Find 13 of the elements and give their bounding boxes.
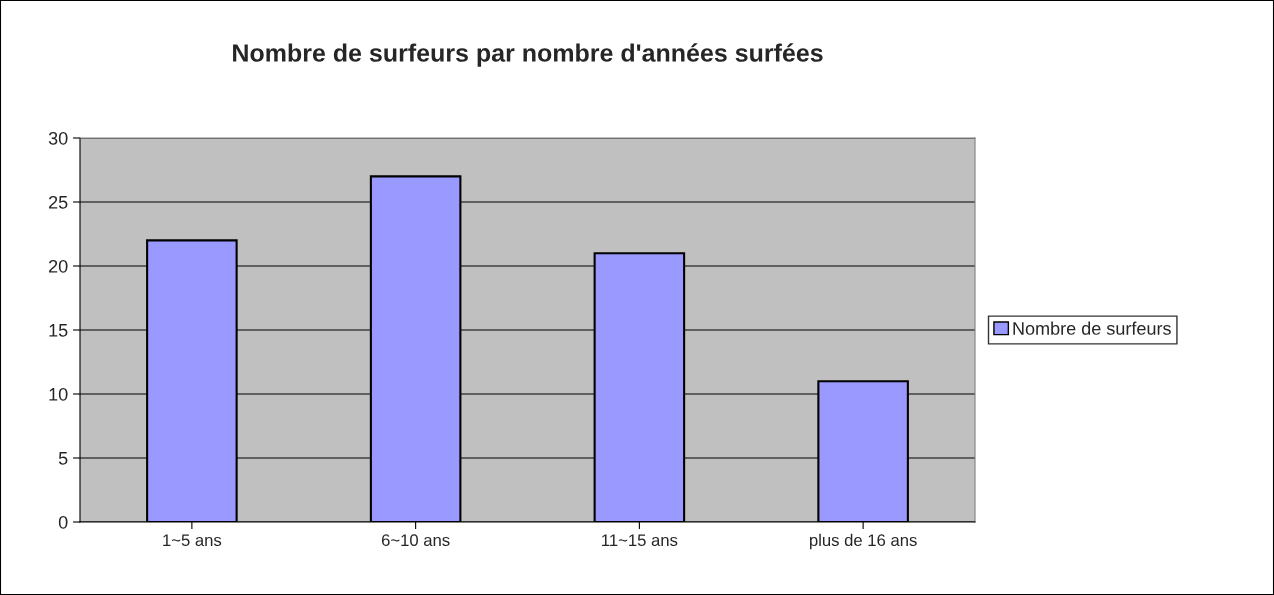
x-tick-label: 6~10 ans: [381, 534, 450, 547]
chart-title: Nombre de surfeurs par nombre d'années surfées: [233, 43, 823, 67]
legend-label: Nombre de surfeurs: [1013, 321, 1171, 335]
y-tick-label: 20: [49, 259, 68, 273]
y-tick-label: 5: [58, 452, 68, 465]
x-tick-label: 1~5 ans: [163, 534, 222, 547]
y-tick-label: 15: [49, 324, 68, 337]
x-tick-label: 11~15 ans: [602, 534, 678, 547]
y-tick-label: 30: [48, 131, 68, 145]
y-tick-label: 25: [49, 195, 68, 209]
y-tick-label: 10: [49, 387, 68, 401]
y-tick-label: 0: [58, 515, 68, 529]
x-tick-label: plus de 16 ans: [810, 533, 917, 550]
